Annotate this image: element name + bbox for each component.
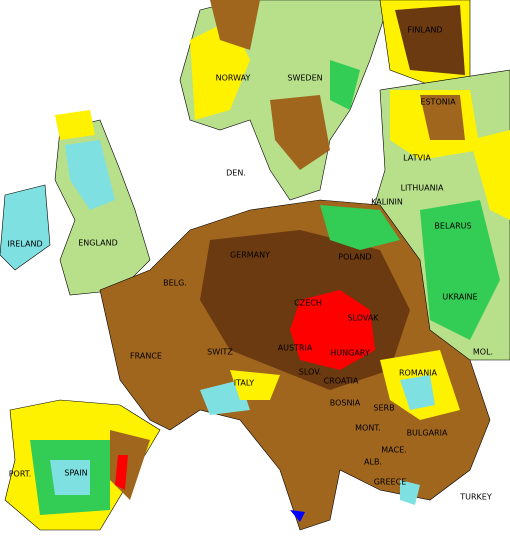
label: DEN. [226, 169, 246, 178]
label: MOL. [473, 348, 493, 357]
label: LITHUANIA [401, 184, 444, 193]
label: SLOV. [299, 368, 321, 377]
label: TURKEY [459, 493, 492, 502]
label: BOSNIA [330, 399, 361, 408]
label: ALB. [364, 458, 382, 467]
label: SWEDEN [287, 74, 322, 83]
label: BELG. [163, 279, 187, 288]
label: SLOVAK [347, 314, 379, 323]
label: CROATIA [324, 377, 359, 386]
label: HUNGARY [330, 349, 370, 358]
label: ESTONIA [420, 98, 456, 107]
label: ENGLAND [78, 239, 118, 248]
label: GREECE [374, 478, 407, 487]
label: NORWAY [216, 74, 251, 83]
labels: FINLAND NORWAY SWEDEN ESTONIA DEN. LATVI… [7, 26, 493, 502]
label: MONT. [355, 424, 381, 433]
label: IRELAND [7, 240, 42, 249]
label: PORT. [9, 470, 32, 479]
label: BULGARIA [407, 429, 448, 438]
label: SWITZ [207, 348, 233, 357]
label: FINLAND [407, 26, 442, 35]
label: CZECH [294, 299, 322, 308]
label: MACE. [381, 446, 406, 455]
label: UKRAINE [442, 293, 477, 302]
label: KALININ [371, 198, 403, 207]
label: ITALY [234, 379, 254, 388]
label: BELARUS [434, 222, 471, 231]
label: ROMANIA [399, 369, 438, 378]
label: GERMANY [230, 251, 270, 260]
label: AUSTRIA [278, 344, 313, 353]
label: LATVIA [403, 154, 431, 163]
label: SPAIN [64, 469, 87, 478]
label: FRANCE [130, 352, 162, 361]
label: POLAND [338, 253, 371, 262]
label: SERB [373, 404, 394, 413]
